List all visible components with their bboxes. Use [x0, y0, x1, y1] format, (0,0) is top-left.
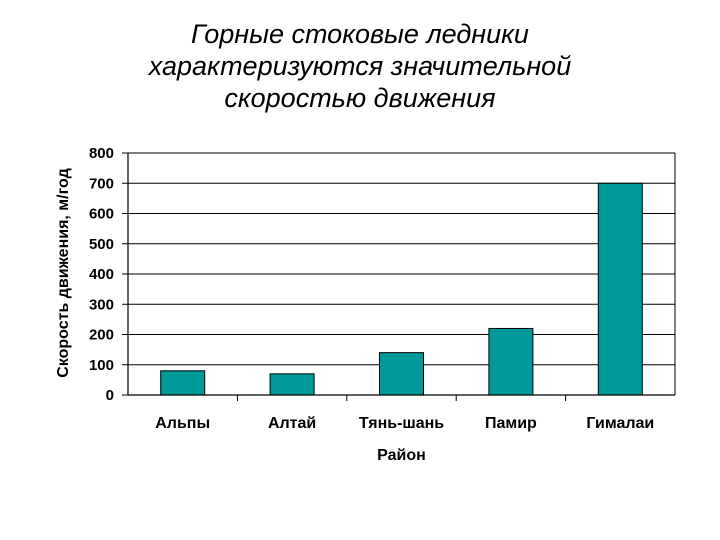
- labels: 0 100 200 300 400 500 600 700 800 Альпы Алтай Тянь-…: [55, 145, 654, 464]
- bar-1: [160, 370, 206, 396]
- x-axis-label: Район: [377, 447, 426, 464]
- bar-3: [379, 352, 424, 396]
- bar-2: [269, 373, 315, 396]
- bar-5: [597, 182, 643, 396]
- x-category-label: Гималаи: [586, 415, 654, 432]
- y-tick-label: 400: [89, 266, 114, 283]
- x-category-label: Тянь-шань: [359, 415, 444, 432]
- y-tick-label: 500: [89, 236, 114, 253]
- y-tick-label: 600: [89, 206, 114, 223]
- axes: [122, 152, 676, 401]
- y-axis-label: Скорость движения, м/год: [55, 168, 72, 378]
- chart-title-line-3: скоростью движения: [224, 83, 496, 113]
- chart-title-line-1: Горные стоковые ледники: [191, 19, 529, 49]
- x-category-label: Памир: [485, 415, 537, 432]
- chart-title: Горные стоковые ледники характеризуются …: [60, 18, 660, 114]
- y-tick-label: 700: [89, 175, 114, 192]
- y-tick-label: 100: [89, 357, 114, 374]
- x-category-label: Алтай: [268, 415, 316, 432]
- bars: [160, 182, 643, 396]
- y-tick-label: 200: [89, 327, 114, 344]
- y-tick-label: 300: [89, 296, 114, 313]
- y-tick-label: 800: [89, 145, 114, 162]
- x-category-label: Альпы: [155, 415, 210, 432]
- y-tick-label: 0: [106, 387, 114, 404]
- chart-title-line-2: характеризуются значительной: [148, 51, 572, 81]
- bar-4: [488, 327, 534, 396]
- gridlines: [128, 152, 675, 366]
